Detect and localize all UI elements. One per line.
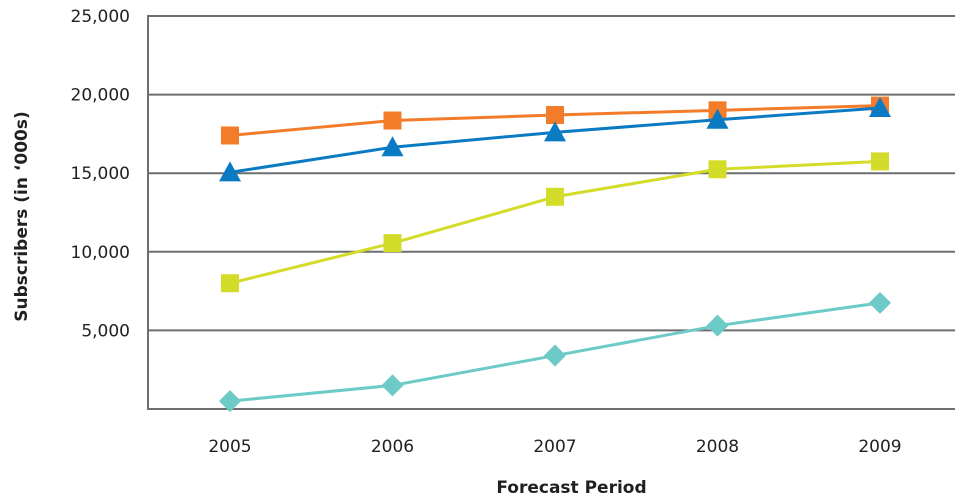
data-point-diamond [869, 291, 891, 314]
data-point-square [221, 274, 239, 293]
y-tick-label: 10,000 [71, 243, 130, 263]
data-point-diamond [544, 344, 566, 367]
series-3 [221, 152, 889, 293]
data-point-triangle [219, 161, 241, 182]
data-point-diamond [381, 374, 404, 397]
series-line [229, 159, 881, 285]
y-axis-title: Subscribers (in ‘000s) [12, 111, 32, 322]
data-point-diamond [219, 390, 241, 413]
axes [147, 15, 955, 410]
x-axis-title: Forecast Period [496, 478, 646, 498]
data-point-triangle [706, 108, 729, 129]
data-point-square [708, 160, 727, 179]
y-tick-label: 20,000 [71, 86, 130, 106]
data-point-square [383, 111, 402, 130]
x-tick-label: 2005 [208, 437, 251, 457]
x-tick-label: 2009 [858, 437, 901, 457]
data-point-diamond [706, 314, 729, 337]
data-point-triangle [544, 121, 566, 142]
y-tick-label: 5,000 [81, 321, 130, 341]
x-tick-label: 2006 [371, 437, 414, 457]
grid-lines [148, 15, 955, 332]
y-tick-label: 25,000 [71, 7, 130, 27]
x-tick-label: 2007 [533, 437, 576, 457]
x-tick-label: 2008 [696, 437, 739, 457]
data-point-square [383, 234, 402, 253]
series-2 [219, 96, 891, 182]
series-1 [221, 96, 889, 145]
data-point-triangle [869, 96, 891, 117]
data-point-square [546, 187, 564, 206]
y-tick-labels: 5,000 10,000 15,000 20,000 25,000 [71, 7, 130, 341]
data-point-square [221, 126, 239, 145]
data-point-square [871, 152, 889, 171]
data-point-square [546, 106, 564, 125]
x-tick-labels: 2005 2006 2007 2008 2009 [208, 437, 901, 457]
series-4 [219, 291, 891, 413]
y-tick-label: 15,000 [71, 164, 130, 184]
series-lines [219, 96, 891, 413]
data-point-triangle [381, 136, 404, 157]
